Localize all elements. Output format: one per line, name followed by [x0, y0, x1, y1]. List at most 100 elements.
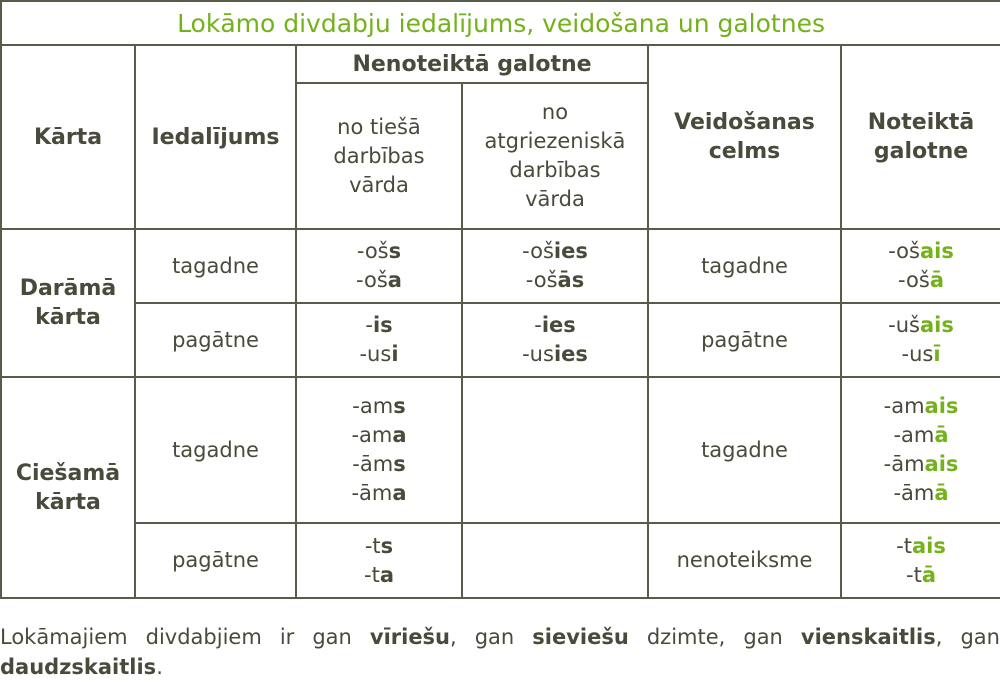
- suffix-stem: -ām: [893, 481, 935, 505]
- iedalijums-cell: pagātne: [134, 522, 297, 599]
- suffix-ending: s: [393, 452, 406, 476]
- suffix-line: -ošā: [842, 266, 1000, 295]
- suffix-line: -usi: [297, 340, 461, 369]
- suffix-ending: ā: [921, 562, 937, 587]
- suffix-line: -āms: [297, 450, 461, 479]
- suffix-line: -ams: [297, 392, 461, 421]
- suffix-ending: a: [392, 481, 407, 505]
- suffix-ending: s: [393, 394, 406, 418]
- header-no-tiesa: no tiešā darbības vārda: [295, 82, 463, 230]
- suffix-line: -ošs: [297, 237, 461, 266]
- suffix-line: -oša: [297, 266, 461, 295]
- suffix-ending: a: [379, 562, 394, 587]
- suffix-stem: -us: [522, 342, 554, 366]
- suffix-ending: ā: [929, 268, 944, 292]
- suffix-line: -ama: [297, 421, 461, 450]
- suffix-ending: ā: [934, 481, 949, 505]
- celms-cell: tagadne: [647, 376, 842, 524]
- suffix-stem: -oš: [356, 239, 389, 263]
- suffix-line: -usī: [842, 340, 1000, 369]
- participle-table: Lokāmo divdabju iedalījums, veidošana un…: [0, 0, 1000, 599]
- caption-text: dzimte, gan: [628, 625, 801, 649]
- caption-text: Lokāmajiem divdabjiem ir gan: [0, 625, 370, 649]
- celms-cell: tagadne: [647, 228, 842, 304]
- suffix-line: -is: [297, 311, 461, 340]
- suffix-stem: -: [534, 313, 542, 337]
- iedalijums-cell: pagātne: [134, 302, 297, 378]
- no-tiesa-cell: -is -usi: [295, 302, 463, 378]
- suffix-line: -āmā: [842, 479, 1000, 508]
- celms-cell: nenoteiksme: [647, 522, 842, 599]
- suffix-stem: -t: [896, 533, 912, 558]
- caption-bold: vienskaitlis: [800, 625, 936, 649]
- suffix-ending: a: [392, 423, 407, 447]
- suffix-ending: ais: [919, 239, 954, 263]
- table-title: Lokāmo divdabju iedalījums, veidošana un…: [0, 0, 1000, 46]
- suffix-stem: -: [365, 313, 373, 337]
- header-nenoteikta-galotne: Nenoteiktā galotne: [295, 44, 649, 84]
- suffix-stem: -am: [883, 394, 925, 418]
- suffix-stem: -t: [364, 533, 381, 558]
- suffix-line: -ošās: [463, 266, 647, 295]
- suffix-stem: -am: [352, 394, 394, 418]
- caption-text: , gan: [450, 625, 533, 649]
- no-atgriez-cell: [461, 376, 649, 524]
- suffix-ending: ī: [933, 342, 941, 366]
- suffix-stem: -oš: [525, 268, 558, 292]
- suffix-ending: ais: [920, 313, 954, 337]
- caption-text: .: [156, 655, 163, 679]
- suffix-line: -usies: [463, 340, 647, 369]
- suffix-stem: -t: [364, 562, 380, 587]
- suffix-stem: -t: [906, 562, 922, 587]
- header-iedalijums: Iedalījums: [134, 44, 297, 230]
- suffix-ending: a: [387, 268, 402, 292]
- suffix-line: -ušais: [842, 311, 1000, 340]
- suffix-ending: ais: [924, 394, 959, 418]
- suffix-ending: s: [388, 239, 402, 263]
- suffix-line: -ts: [297, 532, 461, 561]
- suffix-stem: -oš: [522, 239, 554, 263]
- no-atgriez-cell: [461, 522, 649, 599]
- no-atgriez-cell: -ies -usies: [461, 302, 649, 378]
- suffix-line: -āmais: [842, 450, 1000, 479]
- suffix-line: -āma: [297, 479, 461, 508]
- no-tiesa-cell: -ams -ama -āms -āma: [295, 376, 463, 524]
- iedalijums-cell: tagadne: [134, 228, 297, 304]
- suffix-ending: ies: [553, 342, 588, 366]
- header-noteikta-galotne: Noteiktā galotne: [839, 44, 1000, 230]
- header-veidosanas-celms: Veidošanas celms: [647, 44, 842, 230]
- suffix-line: -amā: [842, 421, 1000, 450]
- karta-daramaa: Darāmā kārta: [0, 228, 136, 378]
- suffix-stem: -oš: [356, 268, 388, 292]
- caption-bold: vīriešu: [369, 625, 451, 649]
- suffix-ending: s: [380, 533, 394, 558]
- suffix-stem: -us: [901, 342, 934, 366]
- suffix-line: -ta: [297, 561, 461, 590]
- suffix-line: -ošies: [463, 237, 647, 266]
- caption-bold: daudzskaitlis: [0, 655, 157, 679]
- suffix-ending: ais: [924, 452, 959, 476]
- noteikta-cell: -ušais -usī: [839, 302, 1000, 378]
- suffix-stem: -us: [359, 342, 392, 366]
- suffix-stem: -ām: [883, 452, 925, 476]
- suffix-line: -tā: [842, 561, 1000, 590]
- noteikta-cell: -amais -amā -āmais -āmā: [839, 376, 1000, 524]
- suffix-stem: -oš: [898, 268, 930, 292]
- suffix-stem: -uš: [888, 313, 920, 337]
- suffix-line: -ies: [463, 311, 647, 340]
- suffix-stem: -ām: [352, 452, 394, 476]
- caption-bold: sieviešu: [532, 625, 629, 649]
- suffix-ending: i: [391, 342, 399, 366]
- suffix-stem: -am: [351, 423, 393, 447]
- noteikta-cell: -tais -tā: [839, 522, 1000, 599]
- suffix-ending: is: [372, 313, 393, 337]
- karta-ciesamaa: Ciešamā kārta: [0, 376, 136, 599]
- suffix-ending: ais: [911, 533, 946, 558]
- suffix-stem: -ām: [351, 481, 393, 505]
- suffix-ending: ā: [934, 423, 949, 447]
- suffix-stem: -oš: [888, 239, 920, 263]
- suffix-line: -ošais: [842, 237, 1000, 266]
- no-atgriez-cell: -ošies -ošās: [461, 228, 649, 304]
- suffix-ending: ās: [557, 268, 585, 292]
- noteikta-cell: -ošais -ošā: [839, 228, 1000, 304]
